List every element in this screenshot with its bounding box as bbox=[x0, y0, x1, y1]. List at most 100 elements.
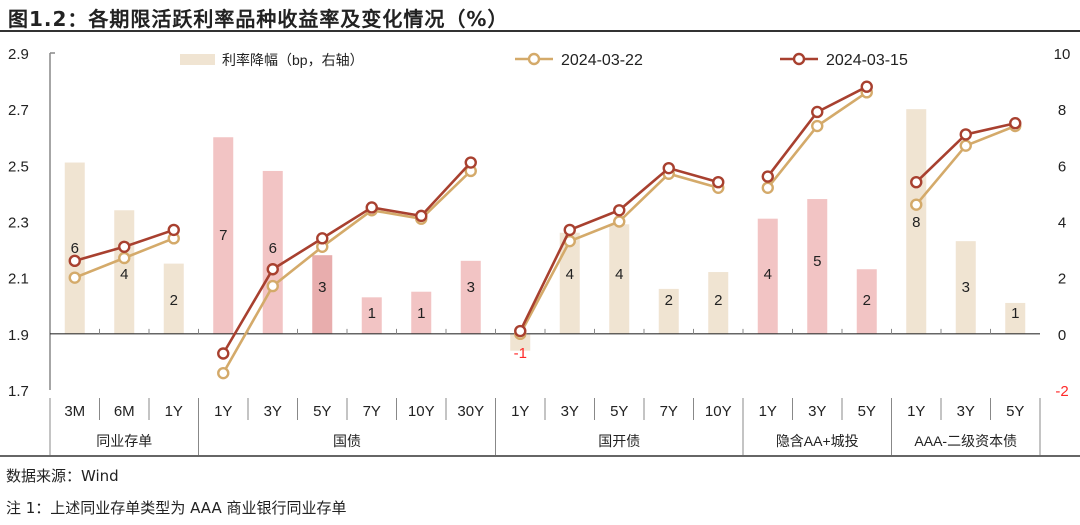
bar-data-label: 1 bbox=[417, 305, 425, 322]
category-label: 1Y bbox=[759, 403, 777, 420]
bar-rate-drop bbox=[163, 263, 184, 334]
category-label: 3Y bbox=[957, 403, 975, 420]
legend-swatch-bars bbox=[180, 54, 215, 65]
bar-data-label: 3 bbox=[318, 279, 326, 296]
legend-label-series: 2024-03-22 bbox=[561, 52, 643, 69]
category-label: 3Y bbox=[808, 403, 826, 420]
group-label: 隐含AA+城投 bbox=[776, 433, 859, 449]
bar-data-label: 2 bbox=[863, 292, 871, 309]
bar-data-label: 4 bbox=[764, 266, 772, 283]
bar-rate-drop bbox=[807, 199, 828, 334]
series-point-2024-03-15 bbox=[761, 170, 774, 183]
bar-data-label: 2 bbox=[170, 292, 178, 309]
series-point-2024-03-22 bbox=[761, 181, 774, 195]
group-label: 同业存单 bbox=[96, 433, 152, 449]
bar-rate-drop bbox=[658, 288, 679, 334]
bar-rate-drop bbox=[411, 291, 432, 334]
bar-data-label: 6 bbox=[269, 240, 277, 257]
bar-data-label: 2 bbox=[714, 292, 722, 309]
bar-data-label: -1 bbox=[514, 345, 527, 362]
right-tick-label: -2 bbox=[1055, 383, 1068, 400]
figure-title: 图1.2：各期限活跃利率品种收益率及变化情况（%） bbox=[8, 7, 509, 31]
category-label: 1Y bbox=[511, 403, 529, 420]
category-label: 1Y bbox=[907, 403, 925, 420]
bar-rate-drop bbox=[955, 241, 976, 334]
category-label: 5Y bbox=[610, 403, 628, 420]
source-text: 数据来源：Wind bbox=[6, 467, 119, 485]
category-label: 3Y bbox=[264, 403, 282, 420]
bar-data-label: 5 bbox=[813, 253, 821, 270]
series-point-2024-03-15 bbox=[365, 201, 378, 214]
group-label: AAA-二级资本债 bbox=[914, 433, 1017, 449]
series-point-2024-03-15 bbox=[860, 80, 873, 93]
left-tick-label: 2.7 bbox=[8, 102, 29, 119]
series-point-2024-03-15 bbox=[613, 204, 626, 217]
right-tick-label: 2 bbox=[1058, 271, 1066, 288]
series-point-2024-03-22 bbox=[68, 271, 81, 284]
category-label: 3Y bbox=[561, 403, 579, 420]
series-point-2024-03-15 bbox=[118, 240, 131, 253]
category-label: 30Y bbox=[457, 403, 484, 420]
bar-data-label: 4 bbox=[566, 266, 574, 283]
series-point-2024-03-22 bbox=[217, 366, 230, 380]
category-label: 5Y bbox=[313, 403, 331, 420]
category-label: 10Y bbox=[705, 403, 732, 420]
category-label: 5Y bbox=[858, 403, 876, 420]
legend-marker bbox=[792, 52, 806, 66]
left-tick-label: 1.7 bbox=[8, 383, 29, 400]
bar-rate-drop bbox=[312, 255, 333, 334]
series-point-2024-03-15 bbox=[266, 263, 279, 276]
category-label: 7Y bbox=[660, 403, 678, 420]
left-tick-label: 2.3 bbox=[8, 215, 29, 232]
bar-rate-drop bbox=[213, 137, 234, 334]
bar-data-label: 2 bbox=[665, 292, 673, 309]
series-point-2024-03-15 bbox=[68, 254, 81, 268]
category-label: 1Y bbox=[214, 403, 232, 420]
series-point-2024-03-15 bbox=[167, 223, 180, 237]
series-point-2024-03-15 bbox=[712, 175, 725, 189]
series-point-2024-03-15 bbox=[217, 347, 230, 360]
right-tick-label: 0 bbox=[1058, 327, 1066, 344]
bar-rate-drop bbox=[510, 333, 531, 351]
series-point-2024-03-22 bbox=[959, 139, 972, 152]
title-divider bbox=[0, 30, 1080, 32]
category-label: 3M bbox=[64, 403, 85, 420]
series-point-2024-03-15 bbox=[563, 223, 576, 237]
category-label: 10Y bbox=[408, 403, 435, 420]
series-point-2024-03-22 bbox=[811, 119, 824, 133]
bar-data-label: 7 bbox=[219, 227, 227, 244]
bar-rate-drop bbox=[1005, 302, 1026, 334]
bar-rate-drop bbox=[856, 269, 877, 334]
series-point-2024-03-22 bbox=[910, 198, 923, 211]
bar-rate-drop bbox=[757, 218, 778, 334]
bar-data-label: 1 bbox=[1011, 305, 1019, 322]
right-tick-label: 6 bbox=[1058, 158, 1066, 175]
bar-rate-drop bbox=[460, 260, 481, 334]
bar-rate-drop bbox=[708, 272, 729, 334]
series-point-2024-03-15 bbox=[662, 161, 675, 175]
bar-data-label: 1 bbox=[368, 305, 376, 322]
series-point-2024-03-15 bbox=[1009, 117, 1022, 130]
left-tick-label: 1.9 bbox=[8, 327, 29, 344]
bar-rate-drop bbox=[64, 162, 85, 334]
series-line-2024-03-22 bbox=[222, 170, 472, 374]
bar-data-label: 4 bbox=[120, 266, 128, 283]
left-tick-label: 2.9 bbox=[8, 46, 29, 63]
bar-data-label: 8 bbox=[912, 214, 920, 231]
group-label: 国开债 bbox=[598, 433, 640, 449]
right-tick-label: 4 bbox=[1058, 215, 1066, 232]
group-label: 国债 bbox=[333, 433, 361, 449]
bar-rate-drop bbox=[361, 297, 382, 334]
category-label: 7Y bbox=[363, 403, 381, 420]
bar-data-label: 6 bbox=[71, 240, 79, 257]
legend-label-bars: 利率降幅（bp，右轴） bbox=[222, 52, 364, 68]
bar-rate-drop bbox=[114, 210, 135, 334]
left-tick-label: 2.1 bbox=[8, 271, 29, 288]
series-point-2024-03-15 bbox=[464, 156, 477, 169]
series-point-2024-03-15 bbox=[514, 324, 527, 338]
series-point-2024-03-22 bbox=[118, 251, 131, 265]
left-tick-label: 2.5 bbox=[8, 158, 29, 175]
series-point-2024-03-15 bbox=[415, 209, 428, 223]
